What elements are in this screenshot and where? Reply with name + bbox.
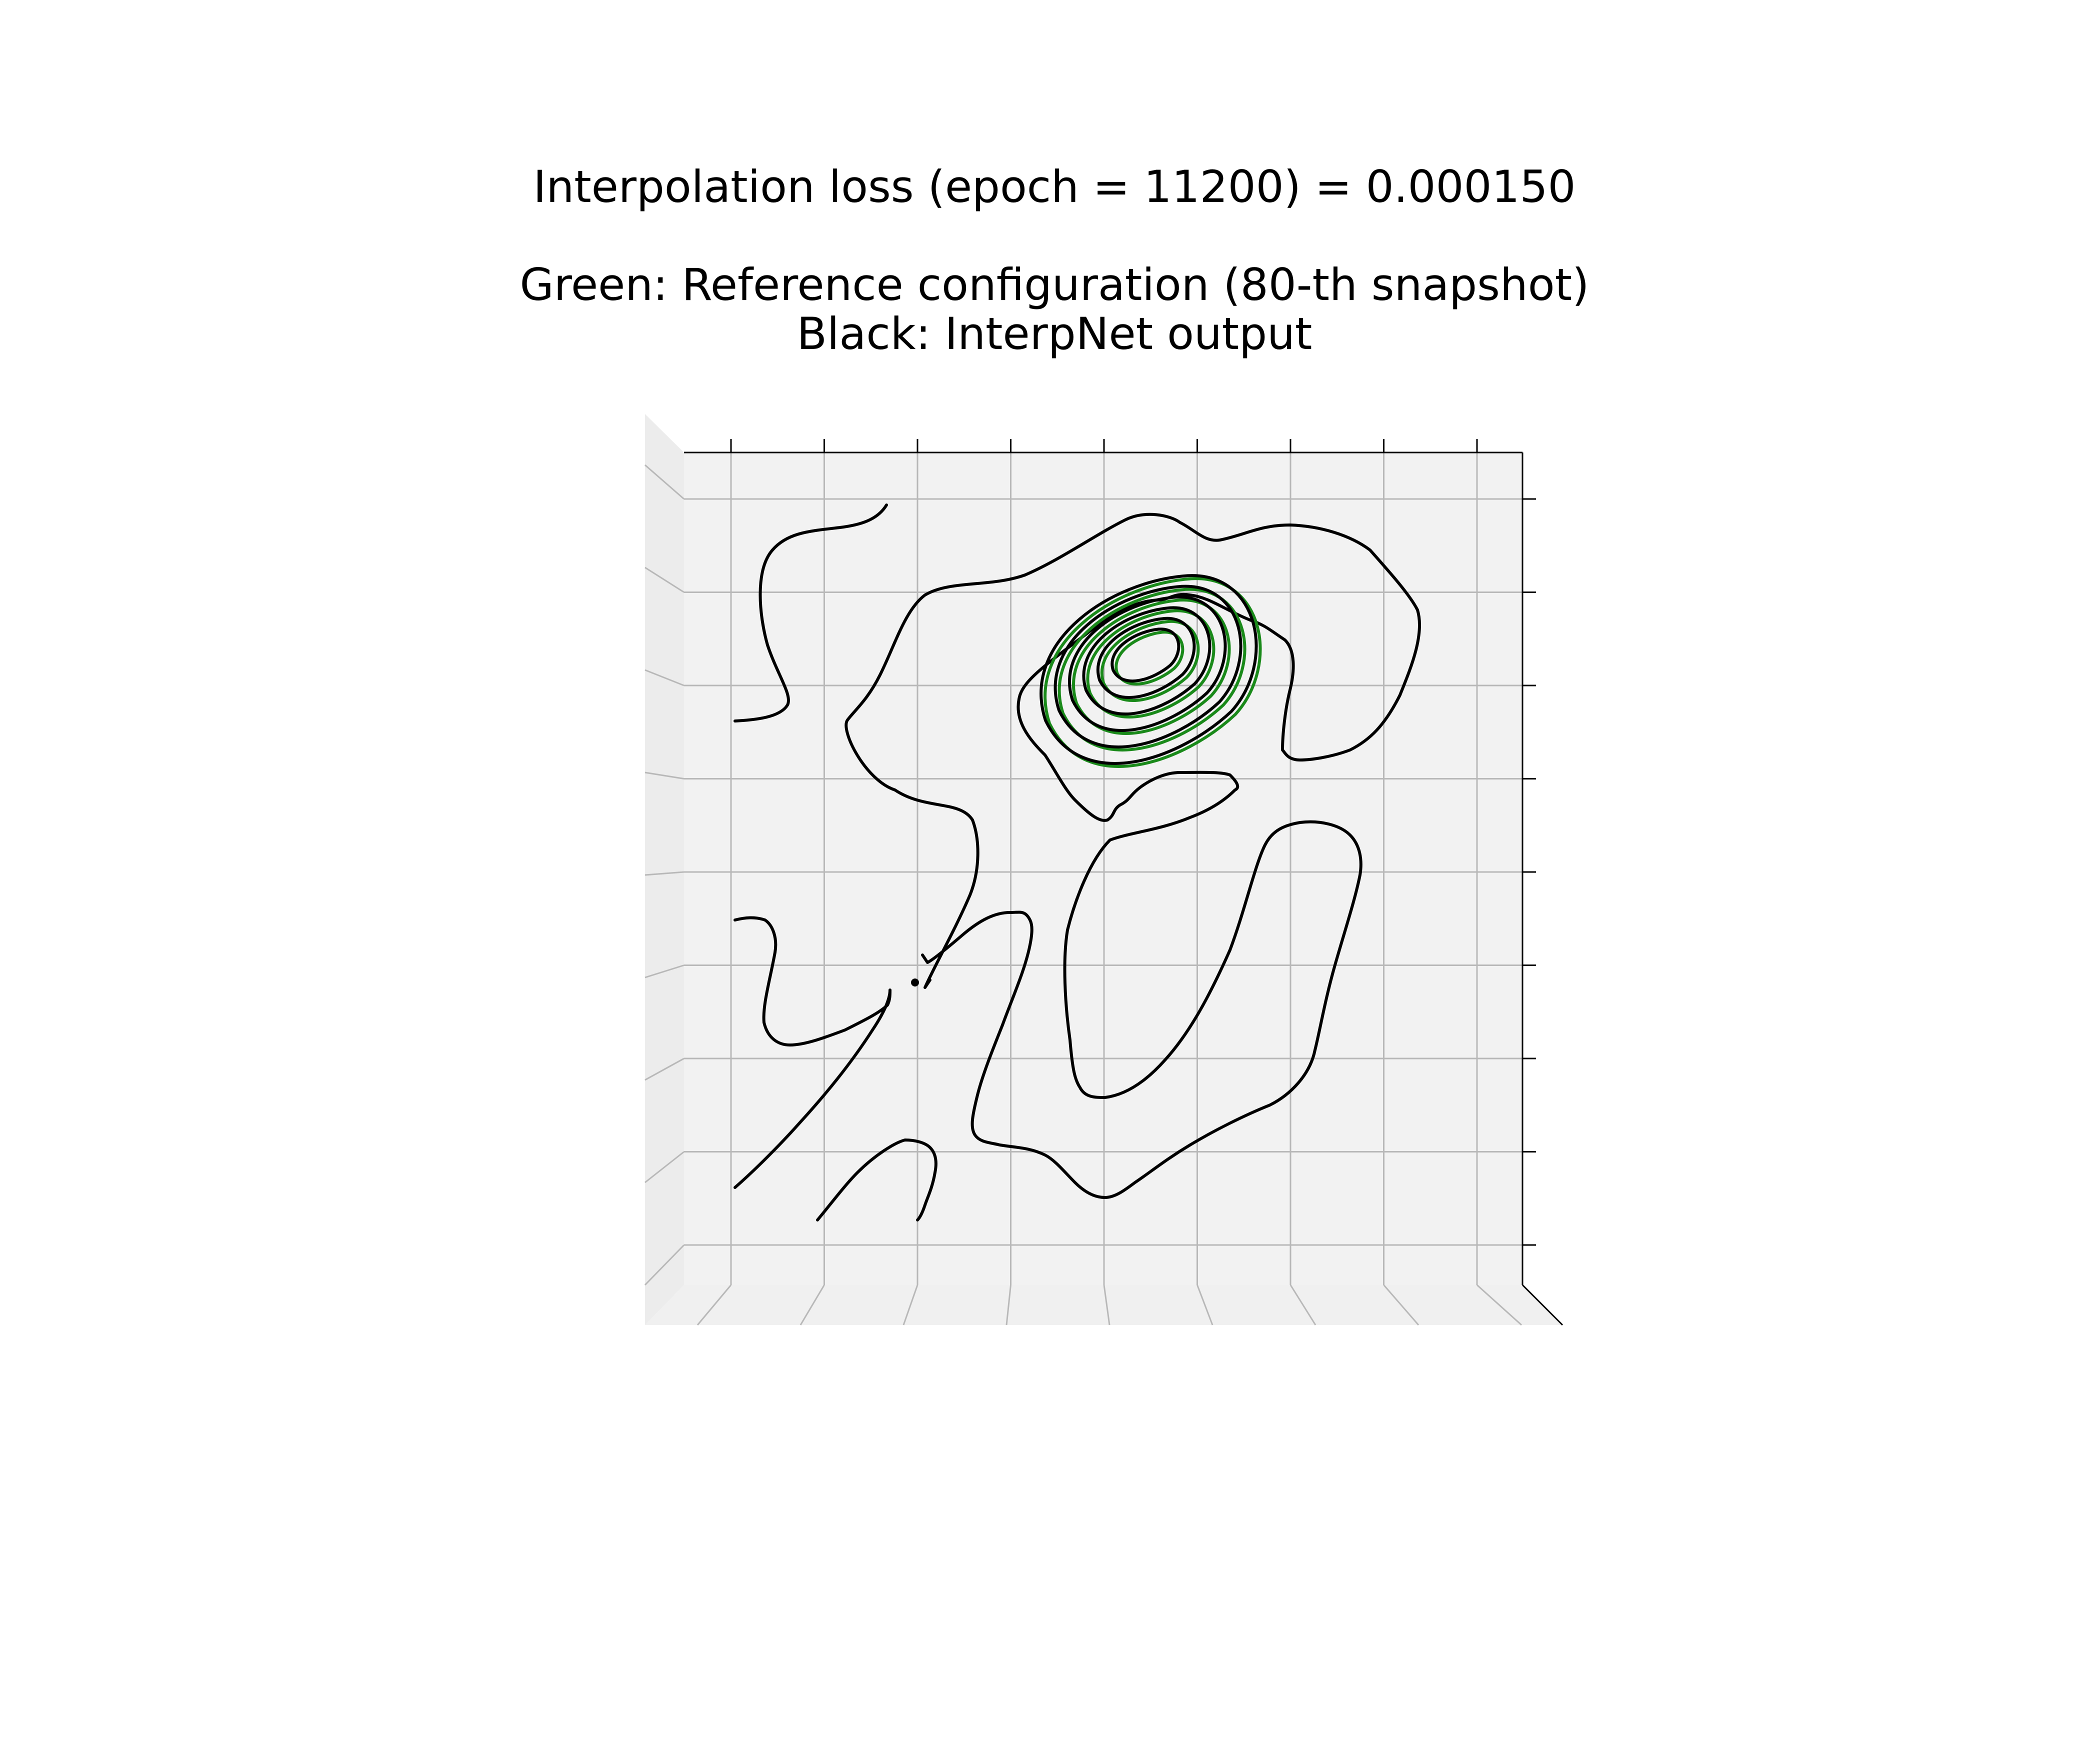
axis-ticks xyxy=(730,439,1536,1246)
green-contour-level xyxy=(1100,620,1200,702)
grid-line-floor xyxy=(1196,1284,1214,1326)
grid-line-wall xyxy=(644,464,684,500)
grid-line-floor xyxy=(902,1284,918,1326)
contour-line-upper-outer xyxy=(844,512,1182,989)
black-contour-level xyxy=(1054,584,1242,748)
contour-line-center-loop xyxy=(921,820,1362,1199)
green-contour-level xyxy=(1072,598,1231,735)
black-output-contours xyxy=(1040,574,1258,765)
green-reference-contours xyxy=(1044,577,1262,768)
bottom-pane xyxy=(645,1285,1562,1325)
black-contour-level xyxy=(1068,596,1227,732)
grid-line-wall xyxy=(644,1151,684,1184)
contour-line-bottom-arc xyxy=(816,1138,938,1222)
green-contour-level xyxy=(1044,577,1262,768)
black-contour-level xyxy=(1082,606,1212,716)
grid-line-floor xyxy=(800,1284,825,1326)
grid-line-floor xyxy=(1290,1284,1316,1326)
grid-line-wall xyxy=(644,964,684,978)
grid-line-wall xyxy=(644,871,684,876)
contour-point xyxy=(911,978,919,986)
black-contour-level xyxy=(1096,616,1196,699)
black-contour-level xyxy=(1040,574,1258,765)
left-pane xyxy=(645,414,684,1325)
grid-line-wall xyxy=(644,566,684,593)
green-contour-level xyxy=(1058,588,1246,752)
grid-line-floor xyxy=(696,1284,732,1326)
grid-line-floor xyxy=(1006,1284,1012,1326)
contour-line-top-left xyxy=(734,504,888,722)
title-loss-line: Interpolation loss (epoch = 11200) = 0.0… xyxy=(533,161,1576,212)
grid-line-wall xyxy=(644,772,684,780)
title-legend-green: Green: Reference configuration (80-th sn… xyxy=(520,259,1590,310)
chart-title: Interpolation loss (epoch = 11200) = 0.0… xyxy=(0,162,2100,358)
grid-line-floor xyxy=(1103,1284,1110,1326)
grid-line-wall xyxy=(644,669,684,686)
corner-axis-line xyxy=(1522,1284,1564,1326)
green-contour-level xyxy=(1086,609,1216,718)
grid-line-wall xyxy=(644,1058,684,1081)
title-legend-black: Black: InterpNet output xyxy=(796,308,1312,360)
grid-line-floor xyxy=(1383,1284,1420,1326)
black-outer-contours xyxy=(734,504,1421,1222)
grid xyxy=(644,452,1522,1326)
contour-line-lower-left xyxy=(734,916,892,1189)
contour-line-upper-outer-right xyxy=(1016,521,1421,842)
grid-line-floor xyxy=(1476,1284,1522,1326)
grid-line-wall xyxy=(644,1244,685,1286)
green-contour-level xyxy=(1114,630,1184,686)
black-contour-level xyxy=(1110,628,1180,683)
